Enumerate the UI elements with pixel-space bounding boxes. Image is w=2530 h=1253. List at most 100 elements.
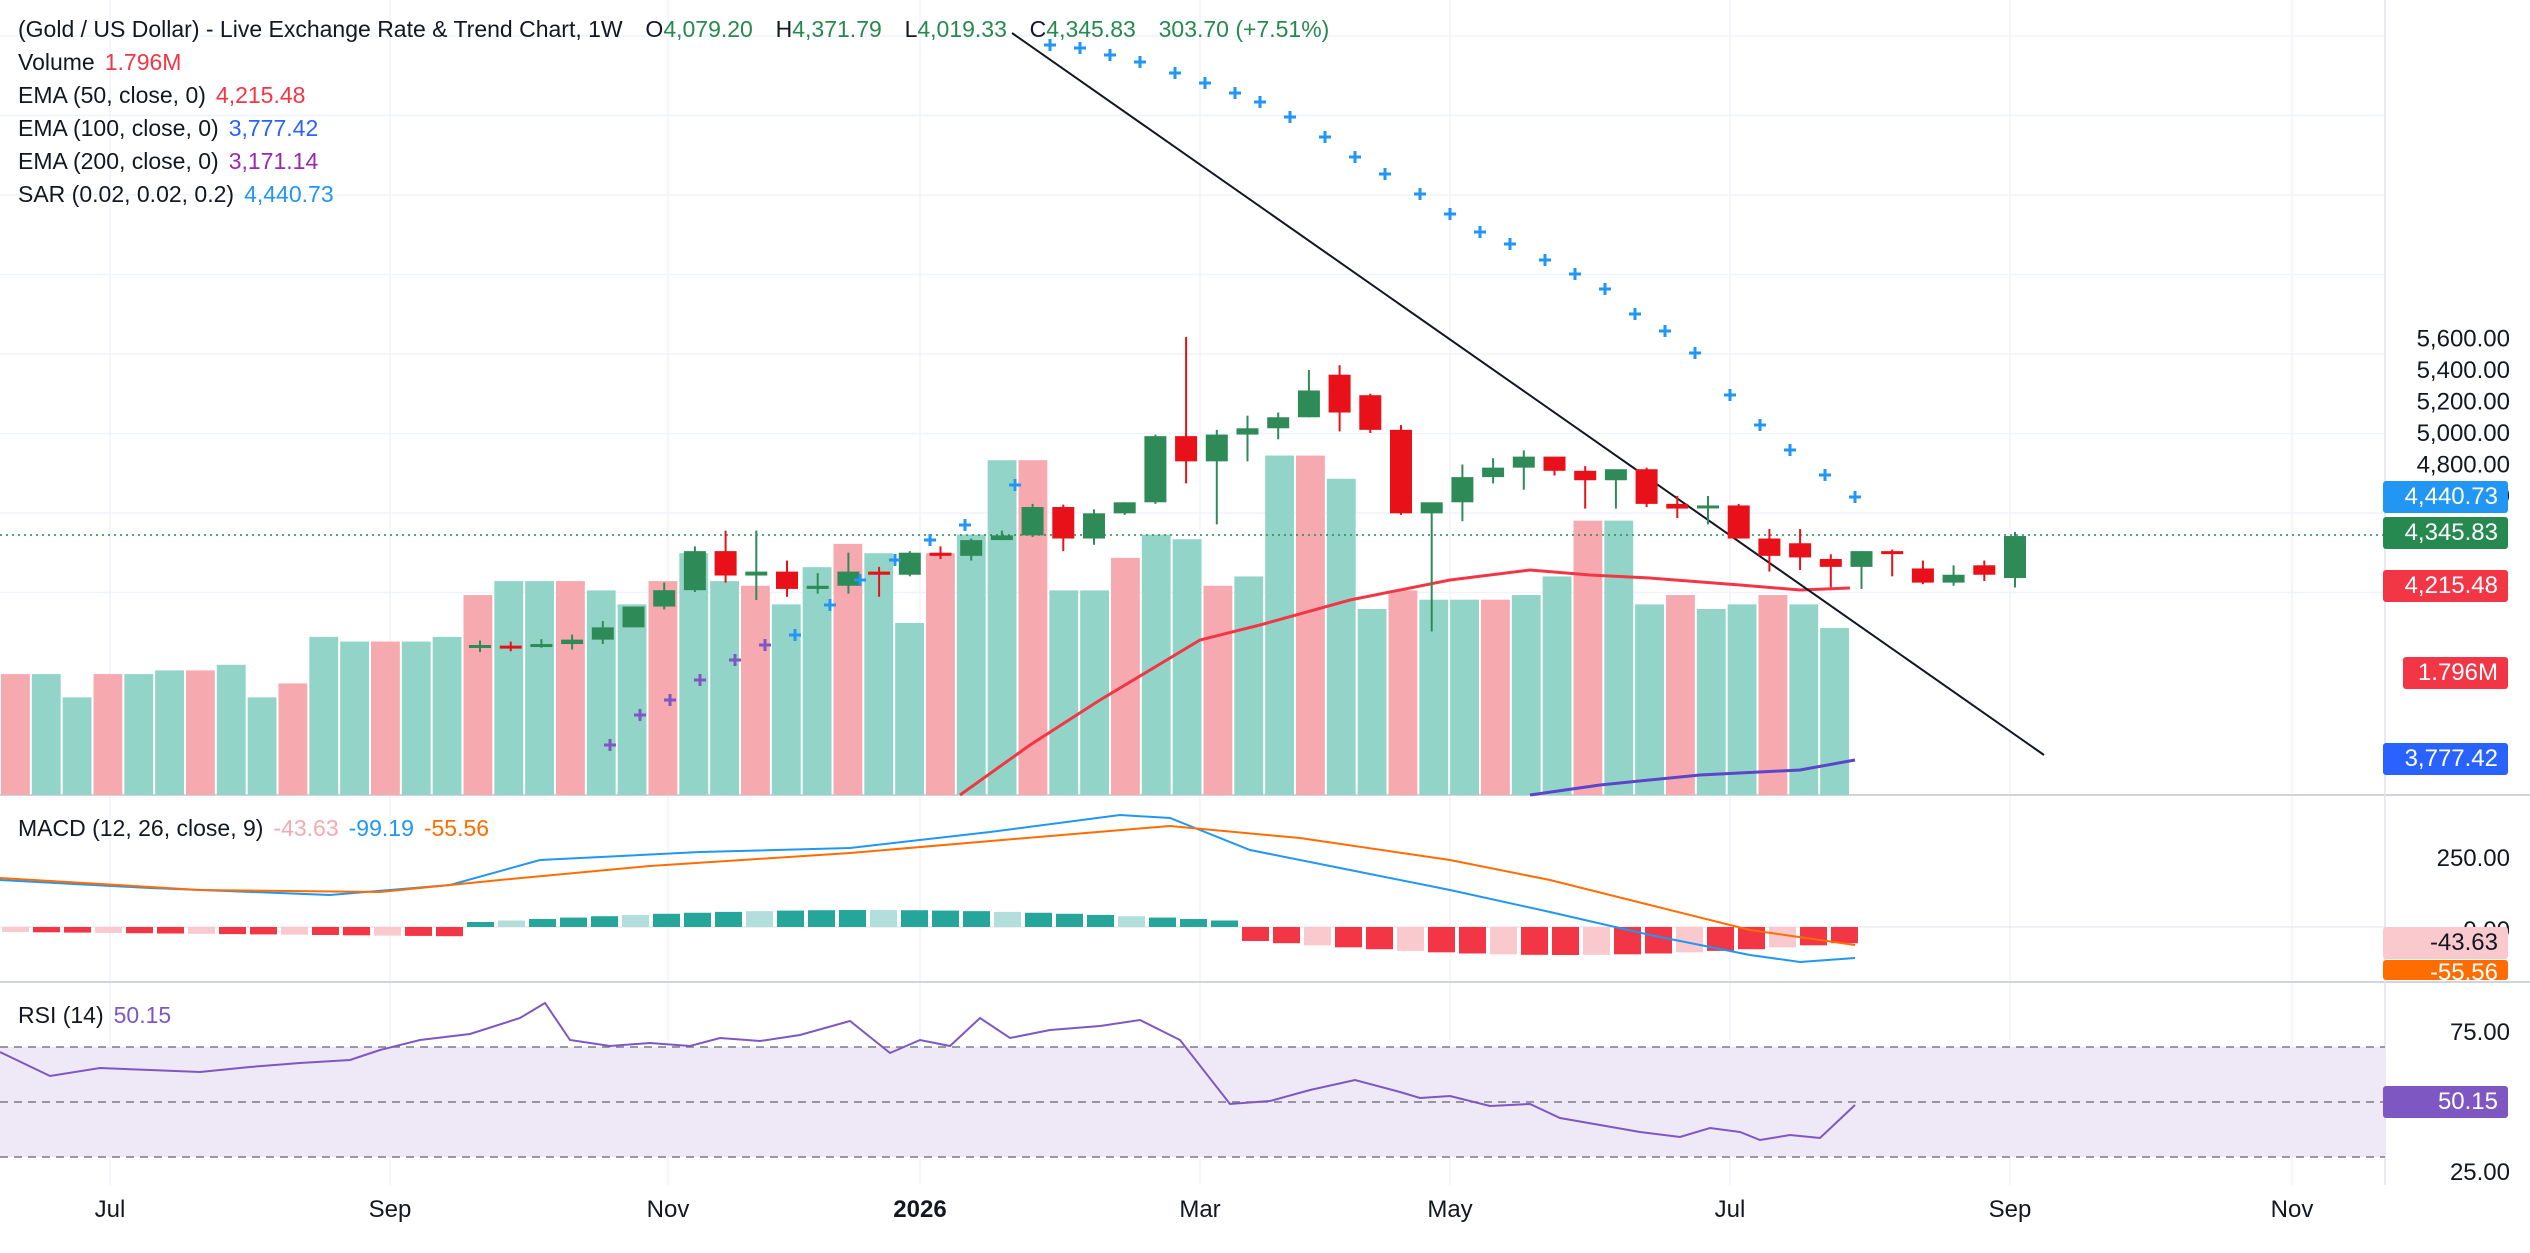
volume-bar xyxy=(525,581,554,795)
volume-bar xyxy=(31,674,61,795)
volume-bar xyxy=(1080,590,1109,795)
sar-dot xyxy=(959,519,971,531)
low-label: L xyxy=(904,16,918,42)
x-tick-label: Mar xyxy=(1179,1196,1220,1223)
macd-histogram-bar xyxy=(250,927,277,935)
macd-histogram-bar xyxy=(1087,914,1114,927)
sar-dot xyxy=(824,599,836,611)
macd-histogram-bar xyxy=(529,919,556,927)
candle-body xyxy=(1420,502,1443,514)
volume-bar xyxy=(1388,590,1418,795)
legend-macd-row[interactable]: MACD (12, 26, close, 9) -43.63 -99.19 -55.5… xyxy=(18,813,489,843)
sar-dot xyxy=(1044,39,1056,51)
volume-bar xyxy=(741,585,770,795)
macd-histogram-bar xyxy=(1180,919,1207,927)
close-value: 4,345.83 xyxy=(1046,16,1136,42)
volume-bar xyxy=(247,697,277,795)
rsi-tick-label: 25.00 xyxy=(2450,1159,2510,1186)
volume-bar xyxy=(1635,604,1664,795)
ema50-line xyxy=(959,568,1851,797)
macd-signal-badge: -55.56 xyxy=(2383,960,2508,980)
chart-title[interactable]: (Gold / US Dollar) - Live Exchange Rate … xyxy=(18,16,623,42)
candle-body xyxy=(898,552,921,575)
volume-bar xyxy=(1542,576,1572,795)
sar-price-badge: 4,440.73 xyxy=(2383,481,2508,513)
x-tick-label: Sep xyxy=(369,1196,412,1223)
volume-bar xyxy=(679,553,709,795)
legend-sar-row[interactable]: SAR (0.02, 0.02, 0.2) 4,440.73 xyxy=(18,179,334,209)
macd-histogram-bar xyxy=(33,927,60,933)
volume-bar xyxy=(710,581,739,795)
macd-histogram-bar xyxy=(715,911,742,927)
candle-body xyxy=(653,590,676,607)
sar-dot xyxy=(1009,479,1021,491)
candle-body xyxy=(1881,551,1904,555)
candle-body xyxy=(1973,565,1996,575)
candle-body xyxy=(990,535,1013,541)
sar-dot xyxy=(789,629,801,641)
close-price-badge: 4,345.83 xyxy=(2383,517,2508,549)
macd-histogram-bar xyxy=(219,927,246,935)
volume-bar xyxy=(895,622,924,795)
volume-bar xyxy=(1172,539,1202,795)
sar-dot xyxy=(1569,268,1581,280)
candle-body xyxy=(1113,502,1136,514)
legend-ema200-row[interactable]: EMA (200, close, 0) 3,171.14 xyxy=(18,146,318,176)
legend-ema50-row[interactable]: EMA (50, close, 0) 4,215.48 xyxy=(18,80,305,110)
x-tick-label: Nov xyxy=(647,1196,690,1223)
x-tick-label: Jul xyxy=(1715,1196,1746,1223)
sar-dot xyxy=(1229,87,1241,99)
rsi-label: RSI (14) xyxy=(18,1002,104,1028)
volume-value: 1.796M xyxy=(104,49,182,75)
legend-volume-row[interactable]: Volume 1.796M xyxy=(18,47,181,77)
ema50-value: 4,215.48 xyxy=(215,82,306,108)
candle-body xyxy=(683,551,706,591)
sar-dot xyxy=(1169,67,1181,79)
macd-histogram-bar xyxy=(1397,927,1424,951)
legend-ema100-row[interactable]: EMA (100, close, 0) 3,777.42 xyxy=(18,113,318,143)
volume-bar xyxy=(987,460,1017,795)
candle-body xyxy=(1083,513,1105,539)
volume-bar xyxy=(1203,585,1233,795)
rsi-badge: 50.15 xyxy=(2383,1086,2508,1118)
sar-label: SAR (0.02, 0.02, 0.2) xyxy=(18,181,235,207)
macd-histogram-bar xyxy=(1304,927,1331,946)
volume-bar xyxy=(124,674,154,795)
price-tick-label: 5,000.00 xyxy=(2417,420,2510,447)
macd-histogram-bar xyxy=(591,916,618,927)
macd-histogram-bar xyxy=(777,910,804,927)
candle-body xyxy=(1175,436,1198,462)
macd-histogram-bar xyxy=(560,917,587,927)
macd-histogram-bar xyxy=(436,927,463,937)
candle-body xyxy=(1819,559,1842,567)
volume-bar xyxy=(586,590,616,795)
sar-dot xyxy=(759,639,771,651)
candle-body xyxy=(1052,507,1075,539)
sar-dot xyxy=(1819,469,1831,481)
candle-body xyxy=(1390,429,1412,514)
candle-body xyxy=(1482,467,1505,478)
candle-body xyxy=(1942,574,1965,583)
volume-bar xyxy=(155,670,184,795)
volume-bar xyxy=(216,664,246,795)
candle-body xyxy=(806,585,829,589)
sar-dot xyxy=(1199,77,1211,89)
volume-bar xyxy=(494,581,524,795)
macd-histogram-bar xyxy=(1831,927,1858,944)
open-value: 4,079.20 xyxy=(663,16,753,42)
macd-histogram-bar xyxy=(95,927,122,933)
legend-rsi-row[interactable]: RSI (14) 50.15 xyxy=(18,1000,171,1030)
sar-dot xyxy=(1349,151,1361,163)
sar-dot xyxy=(1754,419,1766,431)
macd-histogram-bar xyxy=(994,911,1021,927)
legend-title-row: (Gold / US Dollar) - Live Exchange Rate … xyxy=(18,14,1329,44)
rsi-tick-label: 75.00 xyxy=(2450,1019,2510,1046)
macd-histogram-bar xyxy=(498,920,525,927)
candle-body xyxy=(1328,374,1351,413)
sar-dot xyxy=(889,554,901,566)
volume-bar xyxy=(371,641,400,795)
volume-bar xyxy=(648,581,678,795)
price-tick-label: 5,400.00 xyxy=(2417,357,2510,384)
sar-dot xyxy=(1134,56,1146,68)
